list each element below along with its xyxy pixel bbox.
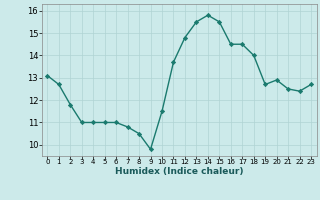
X-axis label: Humidex (Indice chaleur): Humidex (Indice chaleur) — [115, 167, 244, 176]
